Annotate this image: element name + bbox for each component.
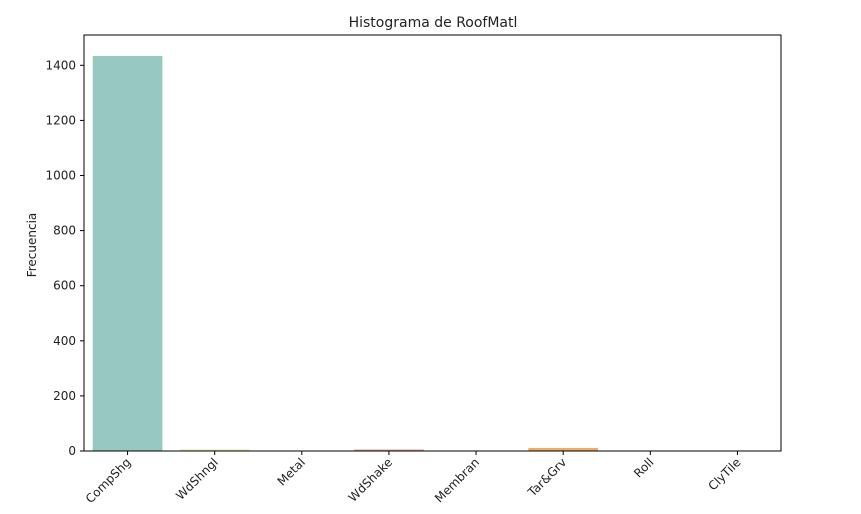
chart-title: Histograma de RoofMatl: [349, 15, 518, 31]
x-tick-label: Tar&Grv: [525, 455, 570, 500]
x-tick-label: Metal: [275, 455, 308, 488]
y-tick-label: 600: [53, 279, 76, 293]
x-tick-label: WdShake: [346, 455, 395, 504]
y-axis-label: Frecuencia: [25, 213, 39, 278]
bar-compshg: [93, 56, 163, 451]
x-tick-label: Membran: [432, 455, 482, 505]
x-tick-label: ClyTile: [705, 455, 743, 493]
y-tick-label: 1000: [45, 169, 76, 183]
y-tick-label: 1400: [45, 58, 76, 72]
plot-frame: [84, 35, 781, 451]
y-tick-label: 200: [53, 389, 76, 403]
y-tick-label: 1200: [45, 113, 76, 127]
bars-layer: [93, 56, 773, 451]
x-tick-label: CompShg: [83, 455, 134, 506]
y-tick-label: 0: [68, 444, 76, 458]
x-tick-label: Roll: [631, 455, 656, 480]
x-tick-label: WdShngl: [173, 455, 221, 503]
y-tick-label: 400: [53, 334, 76, 348]
y-tick-label: 800: [53, 224, 76, 238]
